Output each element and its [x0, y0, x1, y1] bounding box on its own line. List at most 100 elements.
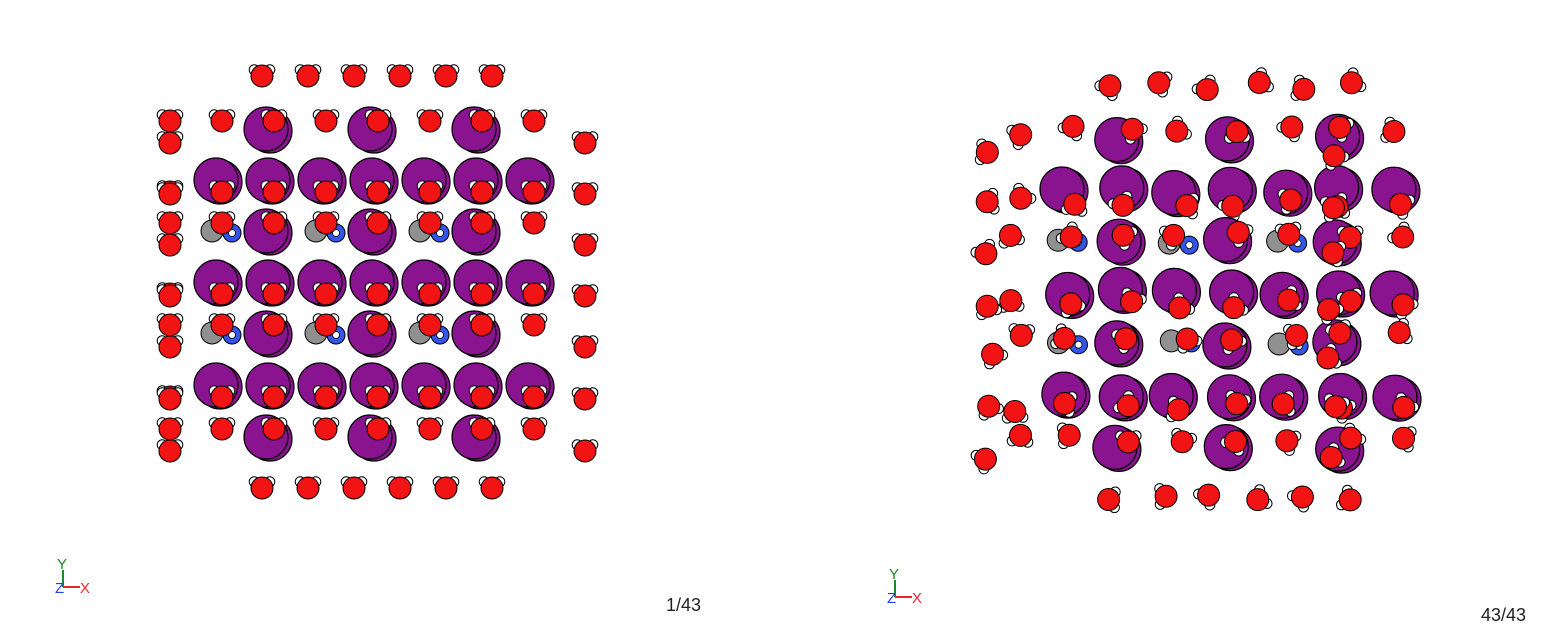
- oxygen-atom: [1275, 429, 1299, 453]
- oxygen-atom: [1391, 293, 1415, 317]
- oxygen-atom: [1167, 398, 1190, 422]
- molecular-structure-view-final[interactable]: [778, 0, 1556, 560]
- oxygen-atom: [573, 233, 597, 257]
- oxygen-atom: [1339, 426, 1363, 450]
- oxygen-atom: [1292, 77, 1316, 101]
- oxygen-atom: [1392, 395, 1416, 419]
- nitrogen-core: [332, 229, 340, 237]
- oxygen-atom: [296, 476, 320, 500]
- oxygen-atom: [1175, 327, 1199, 351]
- oxygen-atom: [573, 439, 597, 463]
- axis-z-label: Z: [55, 580, 64, 597]
- oxygen-atom: [1221, 194, 1245, 218]
- oxygen-atom: [1009, 323, 1033, 347]
- oxygen-atom: [1279, 188, 1303, 212]
- oxygen-atom: [210, 417, 234, 441]
- oxygen-atom: [418, 385, 442, 409]
- oxygen-atom: [522, 417, 546, 441]
- oxygen-atom: [973, 447, 997, 471]
- oxygen-atom: [1059, 225, 1083, 249]
- oxygen-atom: [434, 64, 458, 88]
- oxygen-atom: [470, 211, 494, 235]
- oxygen-atom: [1147, 71, 1171, 95]
- oxygen-atom: [342, 64, 366, 88]
- oxygen-atom: [1222, 296, 1246, 320]
- oxygen-atom: [1321, 241, 1345, 265]
- oxygen-atom: [418, 109, 442, 133]
- oxygen-atom: [1328, 321, 1352, 345]
- oxygen-atom: [1226, 220, 1250, 244]
- frame-panel-final: Y Z X 43/43: [778, 0, 1556, 642]
- oxygen-atom: [1168, 296, 1192, 320]
- nitrogen-core: [1185, 241, 1194, 250]
- oxygen-atom: [296, 64, 320, 88]
- oxygen-atom: [1195, 78, 1219, 102]
- frame-counter: 1/43: [666, 595, 702, 615]
- oxygen-atom: [1387, 321, 1411, 344]
- oxygen-atom: [366, 109, 390, 133]
- oxygen-atom: [158, 211, 182, 235]
- oxygen-atom: [158, 109, 182, 133]
- oxygen-atom: [1009, 423, 1032, 447]
- oxygen-atom: [1246, 488, 1270, 512]
- oxygen-atom: [158, 439, 182, 463]
- oxygen-atom: [470, 282, 494, 306]
- oxygen-atom: [522, 180, 546, 204]
- oxygen-atom: [522, 282, 546, 306]
- oxygen-atom: [314, 417, 338, 441]
- oxygen-atom: [1322, 144, 1346, 168]
- oxygen-atom: [522, 313, 546, 337]
- oxygen-atom: [1224, 430, 1247, 453]
- oxygen-atom: [262, 109, 286, 133]
- axis-triad-initial: Y Z X: [52, 556, 112, 606]
- frame-counter: 43/43: [1481, 605, 1527, 625]
- oxygen-atom: [158, 284, 182, 308]
- oxygen-atom: [981, 342, 1005, 366]
- oxygen-atom: [1225, 120, 1249, 144]
- oxygen-atom: [366, 180, 390, 204]
- oxygen-atom: [434, 476, 458, 500]
- oxygen-atom: [470, 385, 494, 409]
- oxygen-atom: [314, 313, 338, 337]
- oxygen-atom: [1324, 395, 1347, 419]
- oxygen-atom: [314, 211, 338, 235]
- oxygen-atom: [262, 282, 286, 306]
- oxygen-atom: [210, 313, 234, 337]
- oxygen-atom: [480, 476, 504, 500]
- oxygen-atom: [522, 385, 546, 409]
- oxygen-atom: [522, 109, 546, 133]
- oxygen-atom: [366, 211, 390, 235]
- axis-triad-graphic: Y Z X: [887, 566, 922, 607]
- molecular-structure-view-initial[interactable]: [0, 0, 778, 560]
- nitrogen-core: [228, 331, 236, 339]
- oxygen-atom: [158, 131, 182, 155]
- oxygen-atom: [1389, 192, 1412, 216]
- oxygen-atom: [210, 385, 234, 409]
- nitrogen-core: [228, 229, 236, 237]
- oxygen-atom: [573, 387, 597, 411]
- oxygen-atom: [314, 109, 338, 133]
- oxygen-atom: [1120, 117, 1144, 141]
- axis-x-label: X: [80, 580, 90, 597]
- oxygen-atom: [388, 64, 412, 88]
- oxygen-atom: [1339, 289, 1363, 313]
- oxygen-atom: [418, 313, 442, 337]
- oxygen-atom: [1162, 223, 1186, 247]
- oxygen-atom: [573, 131, 597, 155]
- oxygen-atom: [158, 335, 182, 359]
- oxygen-atom: [1328, 115, 1352, 139]
- axis-z-label: Z: [887, 590, 896, 607]
- oxygen-atom: [1316, 346, 1340, 370]
- oxygen-atom: [1063, 192, 1087, 216]
- axis-y-label: Y: [889, 566, 899, 583]
- oxygen-atom: [1225, 392, 1249, 416]
- oxygen-atom: [1165, 119, 1189, 143]
- oxygen-atom: [999, 289, 1023, 313]
- frame-panel-initial: Y Z X 1/43: [0, 0, 778, 615]
- oxygen-atom: [1319, 446, 1343, 469]
- oxygen-atom: [470, 313, 494, 337]
- oxygen-atom: [418, 180, 442, 204]
- oxygen-atom: [975, 294, 999, 318]
- oxygen-atom: [1170, 430, 1194, 454]
- oxygen-atom: [470, 417, 494, 441]
